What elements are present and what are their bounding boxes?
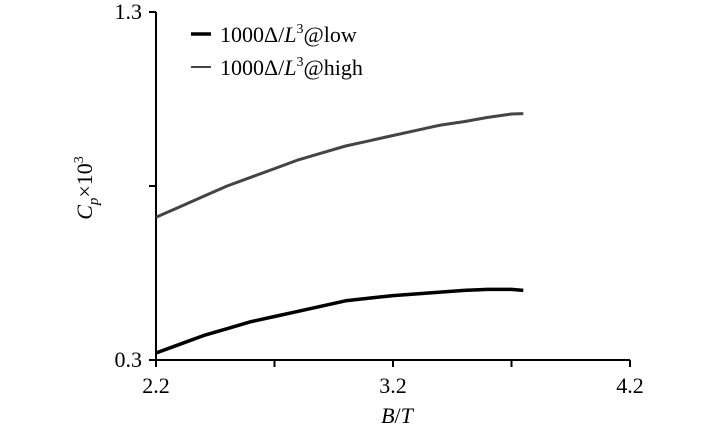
x-axis-title-slash: / xyxy=(395,403,402,428)
y-axis-title-times: ×10 xyxy=(72,163,97,197)
series-line-0 xyxy=(155,287,524,355)
y-axis-title: Cp×103 xyxy=(72,156,102,220)
tick-labels: 2.2 3.2 4.2 0.3 1.3 xyxy=(115,0,644,398)
legend-low-post: @low xyxy=(304,22,357,47)
legend-high-sup: 3 xyxy=(297,55,304,70)
legend-low-sup: 3 xyxy=(297,22,304,37)
y-axis-title-c: C xyxy=(72,205,97,220)
legend-label-high: 1000Δ/L3@high xyxy=(220,55,363,80)
x-tick-label: 2.2 xyxy=(142,373,170,398)
x-axis-title-t: T xyxy=(401,403,415,428)
series-lines xyxy=(155,112,524,355)
y-tick-label: 0.3 xyxy=(115,347,143,372)
legend-high-italic: L xyxy=(283,55,296,80)
y-tick-label: 1.3 xyxy=(115,0,143,24)
x-tick-label: 3.2 xyxy=(379,373,407,398)
legend-low-pre: 1000Δ/ xyxy=(220,22,285,47)
legend-low-italic: L xyxy=(283,22,296,47)
axis-ticks xyxy=(149,11,631,367)
legend: 1000Δ/L3@low 1000Δ/L3@high xyxy=(191,22,363,80)
series-line-1 xyxy=(155,112,524,219)
legend-high-post: @high xyxy=(304,55,363,80)
legend-high-pre: 1000Δ/ xyxy=(220,55,285,80)
legend-label-low: 1000Δ/L3@low xyxy=(220,22,357,47)
x-tick-label: 4.2 xyxy=(616,373,644,398)
y-axis-title-sup: 3 xyxy=(72,156,87,163)
x-axis-title-b: B xyxy=(381,403,394,428)
y-axis-title-sub: p xyxy=(86,197,102,206)
x-axis-title: B/T xyxy=(381,403,415,428)
